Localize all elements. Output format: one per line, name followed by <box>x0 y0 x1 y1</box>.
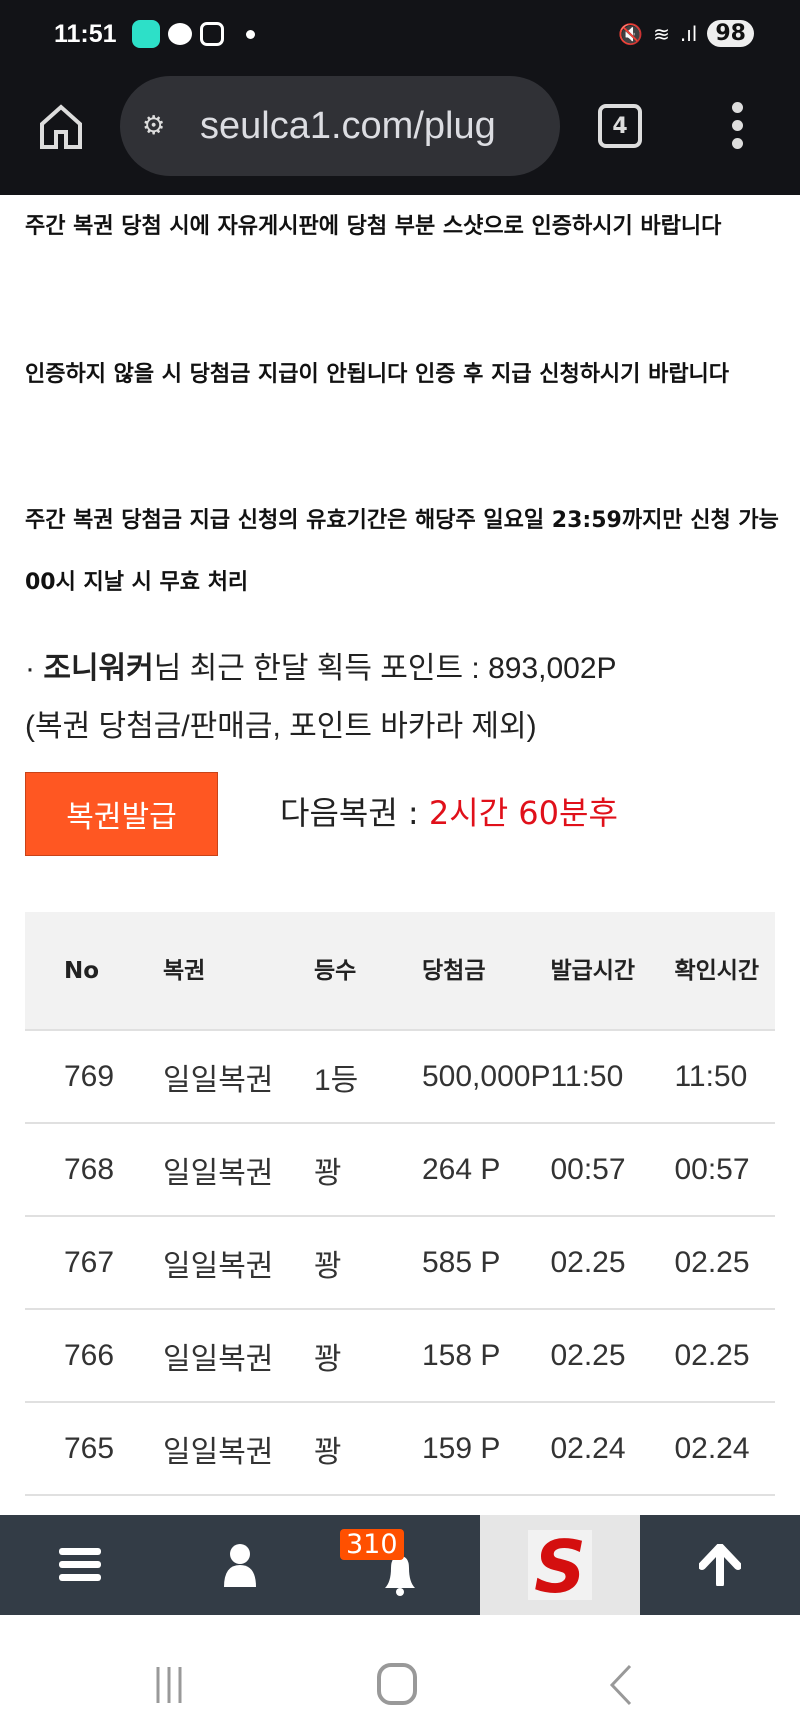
cell-rank: 1등 <box>314 1030 422 1124</box>
header-lottery: 복권 <box>163 912 314 1031</box>
cell-checked: 00:57 <box>674 1123 775 1217</box>
system-nav <box>0 1615 800 1734</box>
cell-prize: 585 P <box>422 1216 551 1310</box>
header-rank: 등수 <box>314 912 422 1031</box>
table-row: 765 일일복권 꽝 159 P 02.24 02.24 <box>25 1402 775 1496</box>
cell-no: 767 <box>25 1216 163 1310</box>
cell-lottery: 일일복권 <box>163 1402 314 1496</box>
cell-rank: 꽝 <box>314 1123 422 1217</box>
notice-2: 인증하지 않을 시 당첨금 지급이 안됩니다 인증 후 지급 신청하시기 바랍니… <box>25 362 730 387</box>
site-logo-button[interactable]: S <box>480 1515 640 1615</box>
cell-lottery: 일일복권 <box>163 1309 314 1403</box>
cell-lottery: 일일복권 <box>163 1030 314 1124</box>
cell-issued: 11:50 <box>550 1030 675 1124</box>
user-icon <box>224 1544 256 1587</box>
cell-issued: 02.25 <box>550 1216 675 1310</box>
home-icon[interactable] <box>38 104 84 150</box>
issue-lottery-button[interactable]: 복권발급 <box>25 772 218 856</box>
cell-lottery: 일일복권 <box>163 1123 314 1217</box>
table-row: 768 일일복권 꽝 264 P 00:57 00:57 <box>25 1123 775 1217</box>
browser-toolbar: ⚙ seulca1.com/plug 4 <box>0 66 800 195</box>
bottom-nav: 310 S <box>0 1515 800 1615</box>
bell-icon <box>385 1556 415 1596</box>
url-text: seulca1.com/plug <box>200 104 496 147</box>
table-row: 767 일일복권 꽝 585 P 02.25 02.25 <box>25 1216 775 1310</box>
kakaotalk-icon <box>168 23 192 45</box>
mute-icon: 🔇 <box>618 21 644 46</box>
battery-indicator: 98 <box>707 20 754 47</box>
arrow-up-icon <box>699 1544 741 1586</box>
cell-prize: 158 P <box>422 1309 551 1403</box>
notice-3: 주간 복권 당첨금 지급 신청의 유효기간은 해당주 일요일 23:59까지만 … <box>25 508 779 595</box>
cell-issued: 02.25 <box>550 1309 675 1403</box>
cell-prize: 500,000P <box>422 1030 551 1124</box>
points-text: 님 최근 한달 획득 포인트 : 893,002P <box>153 652 617 685</box>
status-bar: 11:51 🔇 ≋ .ıl 98 <box>0 0 800 66</box>
dot-icon <box>246 29 255 39</box>
site-settings-icon[interactable]: ⚙ <box>142 110 166 140</box>
menu-button[interactable] <box>0 1515 160 1615</box>
hamburger-icon <box>59 1548 101 1581</box>
username: 조니워커 <box>43 652 154 685</box>
app-icon <box>132 20 160 48</box>
scroll-top-button[interactable] <box>640 1515 800 1615</box>
notification-button[interactable] <box>320 1515 480 1615</box>
next-lottery: 다음복권 : 2시간 60분후 <box>280 788 618 834</box>
notification-badge: 310 <box>340 1529 404 1560</box>
cell-no: 765 <box>25 1402 163 1496</box>
more-menu-icon[interactable] <box>732 102 746 149</box>
cell-checked: 02.25 <box>674 1216 775 1310</box>
s-logo-icon: S <box>528 1530 592 1600</box>
lottery-table: No 복권 등수 당첨금 발급시간 확인시간 769 일일복권 1등 500,000P… <box>25 912 775 1496</box>
signal-icon: .ıl <box>679 21 698 46</box>
header-issued: 발급시간 <box>550 912 675 1031</box>
cell-no: 766 <box>25 1309 163 1403</box>
next-lottery-time: 2시간 60분후 <box>428 794 618 832</box>
header-checked: 확인시간 <box>674 912 775 1031</box>
table-row: 769 일일복권 1등 500,000P 11:50 11:50 <box>25 1030 775 1124</box>
cell-lottery: 일일복권 <box>163 1216 314 1310</box>
home-nav-icon[interactable] <box>376 1662 420 1706</box>
tab-switcher-button[interactable]: 4 <box>598 104 642 148</box>
recent-apps-icon[interactable] <box>154 1665 184 1705</box>
svg-text:S: S <box>534 1530 586 1600</box>
cell-checked: 02.25 <box>674 1309 775 1403</box>
header-prize: 당첨금 <box>422 912 551 1031</box>
address-bar[interactable]: ⚙ seulca1.com/plug <box>120 76 560 176</box>
cell-prize: 264 P <box>422 1123 551 1217</box>
next-lottery-label: 다음복권 : <box>280 794 429 832</box>
points-note: (복권 당첨금/판매금, 포인트 바카라 제외) <box>25 710 537 743</box>
status-time: 11:51 <box>54 20 117 48</box>
cell-prize: 159 P <box>422 1402 551 1496</box>
header-no: No <box>25 912 163 1031</box>
cell-rank: 꽝 <box>314 1216 422 1310</box>
cell-checked: 11:50 <box>674 1030 775 1124</box>
cell-checked: 02.24 <box>674 1402 775 1496</box>
points-summary: · 조니워커님 최근 한달 획득 포인트 : 893,002P (복권 당첨금/… <box>25 640 617 756</box>
bullet: · <box>25 652 35 685</box>
cell-issued: 02.24 <box>550 1402 675 1496</box>
cell-no: 769 <box>25 1030 163 1124</box>
wifi-icon: ≋ <box>653 21 670 46</box>
instagram-icon <box>200 22 224 46</box>
cell-rank: 꽝 <box>314 1309 422 1403</box>
back-icon[interactable] <box>606 1663 636 1707</box>
cell-no: 768 <box>25 1123 163 1217</box>
notice-1: 주간 복권 당첨 시에 자유게시판에 당첨 부분 스샷으로 인증하시기 바랍니다 <box>25 214 722 239</box>
cell-issued: 00:57 <box>550 1123 675 1217</box>
table-row: 766 일일복권 꽝 158 P 02.25 02.25 <box>25 1309 775 1403</box>
user-button[interactable] <box>160 1515 320 1615</box>
cell-rank: 꽝 <box>314 1402 422 1496</box>
